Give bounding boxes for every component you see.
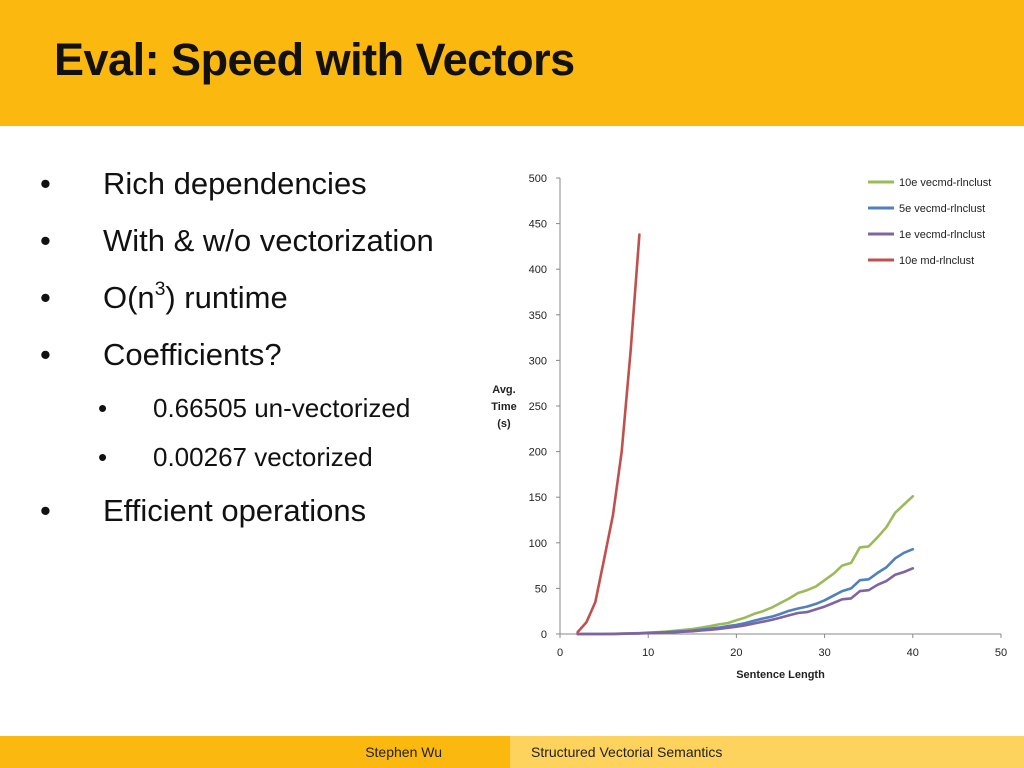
series-line (576, 494, 915, 636)
bullet-text: Efficient operations (103, 493, 367, 528)
bullet-text: With & w/o vectorization (103, 223, 434, 258)
bullet-text: O(n3) runtime (103, 280, 288, 316)
sub-bullet-item: • 0.66505 un-vectorized (98, 393, 478, 427)
y-tick-label: 250 (529, 401, 547, 413)
footer-author: Stephen Wu (365, 744, 442, 760)
y-tick-label: 400 (529, 264, 547, 276)
x-tick-label: 10 (642, 647, 654, 659)
x-axis-label: Sentence Length (736, 669, 825, 681)
sub-bullet-text: 0.66505 un-vectorized (153, 393, 411, 423)
bullet-text-post: ) runtime (165, 280, 288, 315)
bullet-item: • Rich dependencies (40, 166, 480, 206)
footer-subject: Structured Vectorial Semantics (531, 744, 723, 760)
y-axis-label: (s) (497, 418, 511, 430)
y-axis-label: Time (491, 401, 516, 413)
y-tick-label: 350 (529, 310, 547, 322)
x-tick-label: 50 (995, 647, 1007, 659)
line-chart: 0 50 100 150 200 250 300 350 400 450 500 0 10 20 30 40 5… (491, 173, 1007, 681)
sub-bullet-item: • 0.00267 vectorized (98, 442, 478, 476)
bullet-dot: • (40, 280, 51, 315)
bullet-dot: • (98, 442, 108, 472)
y-tick-label: 0 (541, 629, 547, 641)
bullet-text: Coefficients? (103, 337, 282, 372)
legend-item: 5e vecmd-rlnclust (868, 203, 985, 215)
series-line (576, 233, 641, 634)
legend-item: 1e vecmd-rlnclust (868, 229, 985, 241)
bullet-text: Rich dependencies (103, 166, 367, 201)
y-tick-label: 150 (529, 492, 547, 504)
y-axis-label: Avg. (492, 384, 515, 396)
x-tick-label: 20 (730, 647, 742, 659)
y-tick-label: 300 (529, 355, 547, 367)
bullet-dot: • (40, 223, 51, 258)
bullet-item: • Coefficients? (40, 337, 480, 377)
legend-label: 10e vecmd-rlnclust (899, 177, 991, 189)
sub-bullet-text: 0.00267 vectorized (153, 442, 373, 472)
bullet-item: • Efficient operations (40, 493, 480, 533)
bullet-item: • O(n3) runtime (40, 280, 480, 320)
x-tick-label: 40 (907, 647, 919, 659)
series-line (576, 566, 915, 636)
legend-item: 10e md-rlnclust (868, 255, 974, 267)
y-tick-label: 500 (529, 173, 547, 185)
legend-item: 10e vecmd-rlnclust (868, 177, 991, 189)
x-tick-label: 0 (557, 647, 563, 659)
bullet-text-pre: O(n (103, 280, 155, 315)
legend-label: 1e vecmd-rlnclust (899, 229, 985, 241)
title-bar (0, 0, 1024, 126)
slide-title: Eval: Speed with Vectors (54, 34, 575, 85)
footer-left: Stephen Wu (0, 736, 510, 768)
footer-right: Structured Vectorial Semantics (510, 736, 1024, 768)
x-tick-label: 30 (818, 647, 830, 659)
y-tick-label: 200 (529, 447, 547, 459)
y-tick-label: 100 (529, 538, 547, 550)
superscript: 3 (154, 278, 166, 300)
bullet-dot: • (40, 493, 51, 528)
bullet-dot: • (40, 337, 51, 372)
bullet-item: • With & w/o vectorization (40, 223, 480, 263)
legend-label: 10e md-rlnclust (899, 255, 974, 267)
legend-label: 5e vecmd-rlnclust (899, 203, 985, 215)
y-tick-label: 50 (535, 583, 547, 595)
bullet-dot: • (40, 166, 51, 201)
bullet-dot: • (98, 393, 108, 423)
y-tick-label: 450 (529, 219, 547, 231)
